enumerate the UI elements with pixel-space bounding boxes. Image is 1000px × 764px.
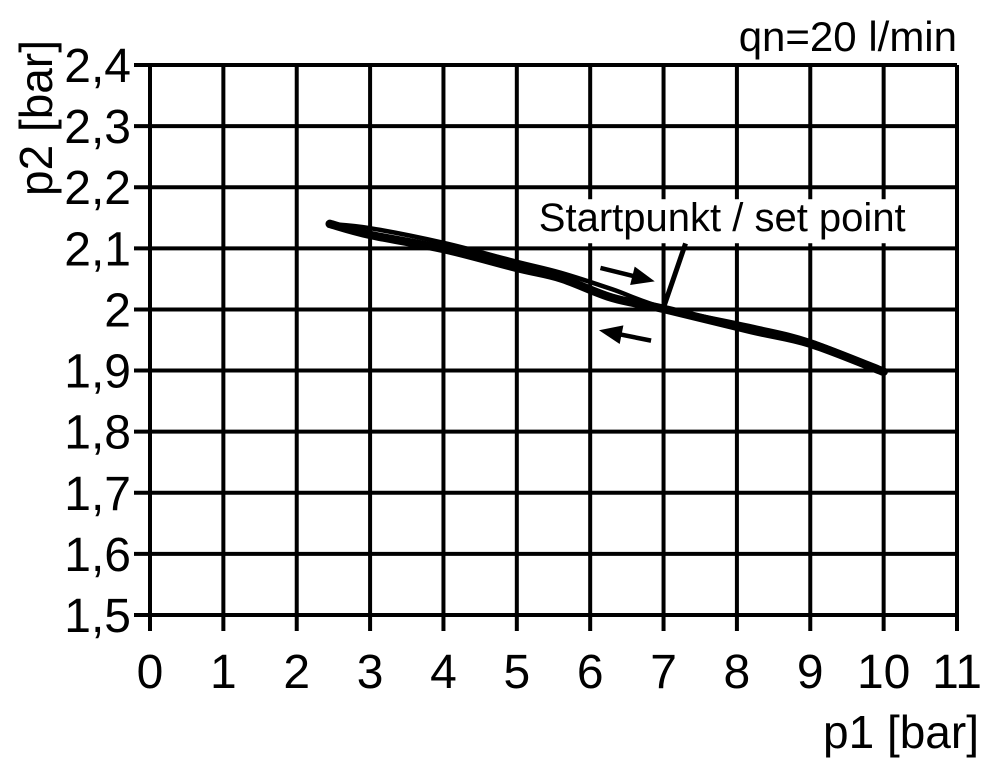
y-tick-label: 2,1: [64, 223, 131, 276]
y-tick-label: 2,4: [64, 40, 131, 93]
x-tick-label: 6: [577, 646, 604, 699]
grid: 0 1 2 3 4 5 6 7 8 9 10 111,51,61,71,81,922,12,22,32…: [64, 40, 982, 699]
y-tick-label: 1,6: [64, 529, 131, 582]
label-halo: [532, 199, 912, 244]
x-tick-label: 7: [650, 646, 677, 699]
x-axis-title: p1 [bar]: [823, 706, 979, 758]
x-tick-label: 0: [137, 646, 164, 699]
direction-arrow-left-head: [598, 325, 624, 345]
y-tick-label: 1,8: [64, 407, 131, 460]
y-tick-label: 2,2: [64, 162, 131, 215]
x-tick-label: 11: [932, 646, 982, 699]
x-tick-label: 4: [430, 646, 457, 699]
hysteresis-curve-heavy: [325, 219, 888, 377]
hysteresis-curve-thin: [327, 221, 886, 373]
x-tick-label: 10: [857, 646, 910, 699]
set-point-label-halo: [532, 199, 912, 244]
y-axis-title: p2 [bar]: [10, 40, 62, 196]
x-tick-label: 1: [210, 646, 237, 699]
set-point-label: Startpunkt / set point: [539, 196, 906, 240]
x-tick-label: 9: [797, 646, 824, 699]
labels: qn=20 l/min p1 [bar] p2 [bar] Startpunkt…: [10, 13, 979, 758]
hysteresis-curves: [325, 219, 888, 377]
y-tick-label: 1,9: [64, 346, 131, 399]
flow-rate-label: qn=20 l/min: [739, 13, 957, 60]
direction-arrow-right-head: [630, 266, 655, 286]
direction-arrow-left-shaft: [615, 331, 652, 343]
direction-arrow-right-shaft: [599, 265, 639, 280]
x-tick-label: 8: [724, 646, 751, 699]
set-point-leader-line: [661, 242, 688, 309]
x-tick-label: 5: [503, 646, 530, 699]
x-tick-label: 2: [283, 646, 310, 699]
x-tick-label: 3: [357, 646, 384, 699]
y-tick-label: 2: [104, 284, 131, 337]
y-tick-label: 2,3: [64, 101, 131, 154]
y-tick-label: 1,5: [64, 590, 131, 643]
y-tick-label: 1,7: [64, 468, 131, 521]
annotations: [598, 242, 688, 345]
